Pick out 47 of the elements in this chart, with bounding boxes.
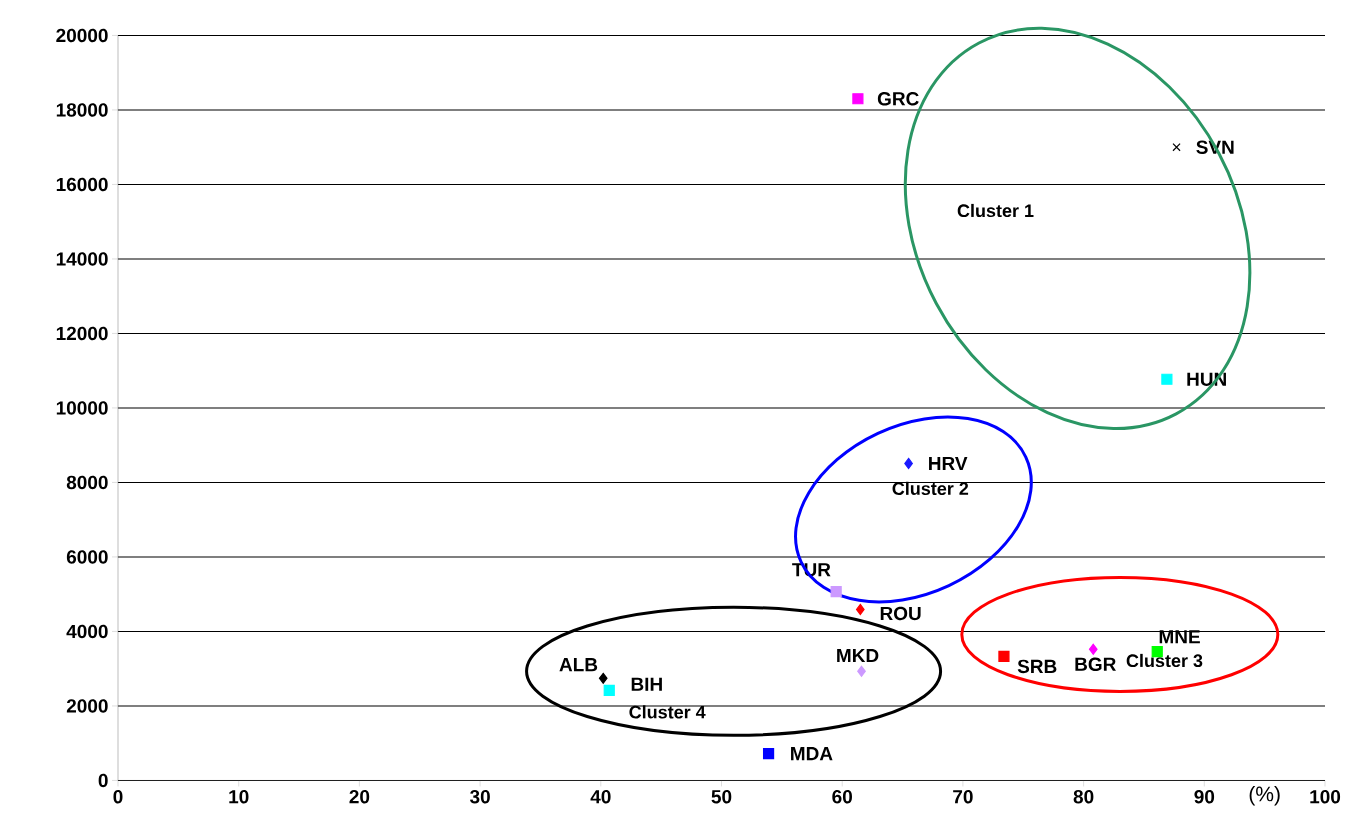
y-tick-label: 4000 <box>66 624 108 638</box>
y-tick-label: 12000 <box>56 326 108 340</box>
x-tick-label: 70 <box>953 789 973 804</box>
point <box>598 672 608 684</box>
series-label: MKD <box>837 648 879 662</box>
series-label: GRC <box>877 91 919 106</box>
y-tick-label: 10000 <box>56 400 108 415</box>
series-label: SRB <box>1017 659 1057 673</box>
point <box>603 684 615 696</box>
annotation: Cluster 3 <box>1126 653 1203 667</box>
series-label: HRV <box>929 456 968 470</box>
point <box>1161 373 1173 385</box>
x-tick-label: 60 <box>832 789 852 804</box>
series-label: MDA <box>791 746 833 760</box>
point <box>904 457 913 469</box>
y-tick-label: 0 <box>98 773 108 787</box>
series-label: BGR <box>1075 657 1116 671</box>
point <box>762 747 775 759</box>
point <box>852 92 864 105</box>
series-label: ALB <box>559 657 598 671</box>
point <box>855 603 865 615</box>
annotation: Cluster 4 <box>629 705 706 719</box>
point <box>998 650 1010 662</box>
point <box>857 665 866 677</box>
x-tick-label: 0 <box>113 789 123 804</box>
series-label: ROU <box>880 606 921 620</box>
y-tick-label: 16000 <box>56 177 108 191</box>
x-tick-label: 80 <box>1073 789 1094 804</box>
x-tick-label: 10 <box>229 789 249 804</box>
x-tick-label: 100 <box>1310 789 1341 804</box>
point <box>1088 643 1098 655</box>
point <box>830 585 842 597</box>
x-tick-label: 40 <box>590 789 611 804</box>
y-tick-label: 14000 <box>56 251 108 266</box>
series-label: BIH <box>631 677 662 691</box>
x-tick-label: 50 <box>711 789 732 804</box>
annotation: Cluster 1 <box>957 203 1034 217</box>
y-tick-label: 6000 <box>66 549 108 564</box>
x-axis-title: (%) <box>1249 785 1280 806</box>
x-tick-label: 20 <box>349 789 370 804</box>
y-tick-label: 2000 <box>66 698 108 713</box>
y-tick-label: 20000 <box>56 28 108 42</box>
x-tick-label: 30 <box>469 789 490 804</box>
point <box>1172 142 1181 152</box>
y-tick-label: 18000 <box>56 102 108 117</box>
y-tick-label: 8000 <box>66 475 108 489</box>
x-tick-label: 90 <box>1194 789 1215 804</box>
